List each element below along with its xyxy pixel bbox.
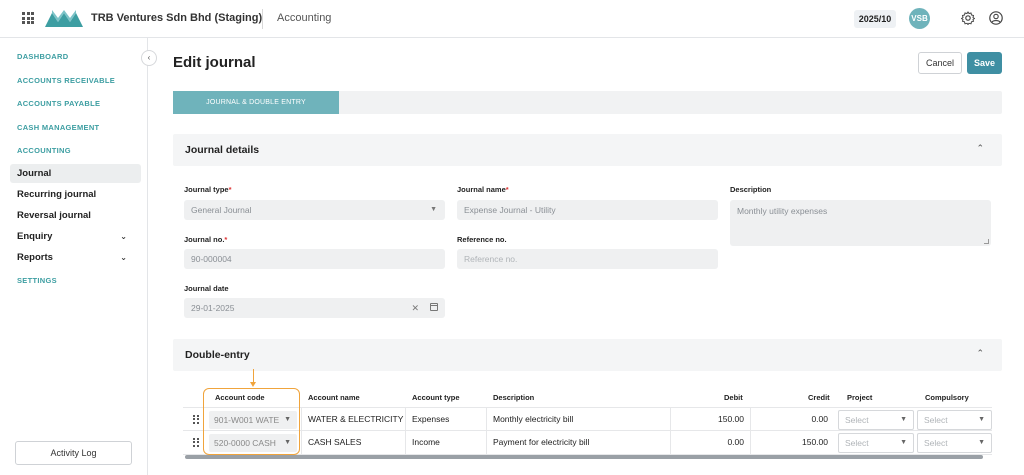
activity-log-button[interactable]: Activity Log (15, 441, 132, 465)
avatar[interactable]: VSB (909, 8, 930, 29)
project-select[interactable]: Select ▼ (838, 433, 914, 453)
sidebar (0, 38, 148, 475)
dropdown-arrow-icon: ▼ (900, 439, 907, 446)
header-divider (262, 9, 263, 29)
account-name-cell: WATER & ELECTRICITY (308, 414, 404, 424)
company-logo (45, 10, 83, 27)
sidebar-item-recurring-journal[interactable]: Recurring journal (10, 185, 141, 204)
sidebar-collapse-button[interactable]: ‹ (141, 50, 157, 66)
drag-handle-icon[interactable] (193, 415, 199, 424)
sidebar-item-label: Reports (17, 252, 53, 263)
table-row[interactable]: 520-0000 CASH ▼ CASH SALES Income Payment… (183, 431, 992, 455)
chevron-left-icon: ‹ (147, 53, 151, 62)
calendar-icon[interactable] (430, 303, 438, 311)
gear-icon[interactable] (961, 11, 975, 25)
sidebar-item-enquiry[interactable]: Enquiry ⌄ (10, 227, 141, 246)
account-code-select[interactable]: 520-0000 CASH ▼ (209, 434, 297, 452)
sidebar-section-cash-management[interactable]: CASH MANAGEMENT (17, 123, 100, 132)
sidebar-item-label: Recurring journal (17, 189, 97, 200)
journal-name-label: Journal name* (457, 185, 509, 194)
horizontal-scrollbar[interactable] (185, 455, 983, 459)
column-header-project: Project (847, 393, 873, 402)
dropdown-arrow-icon: ▼ (978, 439, 985, 446)
column-header-account-code: Account code (215, 393, 265, 402)
journal-no-label: Journal no.* (184, 235, 228, 244)
sidebar-item-label: Journal (17, 168, 52, 179)
dropdown-arrow-icon: ▼ (284, 439, 291, 446)
section-title: Journal details (185, 144, 260, 156)
column-header-description: Description (493, 393, 535, 402)
period-badge[interactable]: 2025/10 (854, 10, 896, 28)
credit-cell[interactable]: 0.00 (811, 414, 828, 424)
dropdown-arrow-icon: ▼ (284, 416, 291, 423)
dropdown-arrow-icon: ▼ (900, 416, 907, 423)
table-row[interactable]: 901-W001 WATE ▼ WATER & ELECTRICITY Expen… (183, 407, 992, 431)
chevron-down-icon: ⌄ (120, 232, 127, 241)
sidebar-section-dashboard[interactable]: DASHBOARD (17, 52, 69, 61)
compulsory-select[interactable]: Select ▼ (917, 433, 992, 453)
journal-details-header[interactable]: Journal details ⌃ (173, 134, 1002, 166)
journal-type-label: Journal type* (184, 185, 232, 194)
module-name: Accounting (277, 12, 332, 24)
journal-date-label: Journal date (184, 284, 229, 293)
clear-icon[interactable]: ✕ (411, 303, 419, 313)
chevron-down-icon: ⌄ (120, 253, 127, 262)
sidebar-item-label: Reversal journal (17, 210, 91, 221)
credit-cell[interactable]: 150.00 (802, 437, 828, 447)
journal-name-input[interactable]: Expense Journal - Utility (457, 200, 718, 220)
column-header-account-name: Account name (308, 393, 360, 402)
description-label: Description (730, 185, 772, 194)
sidebar-item-journal[interactable]: Journal (10, 164, 141, 183)
account-type-cell: Expenses (412, 414, 450, 424)
resize-handle-icon[interactable] (984, 239, 989, 244)
sidebar-item-label: Enquiry (17, 231, 53, 242)
sidebar-item-reports[interactable]: Reports ⌄ (10, 248, 141, 267)
double-entry-header[interactable]: Double-entry ⌃ (173, 339, 1002, 371)
account-type-cell: Income (412, 437, 440, 447)
top-bar: TRB Ventures Sdn Bhd (Staging) Accountin… (0, 0, 1024, 38)
journal-date-input[interactable]: 29-01-2025 ✕ (184, 298, 445, 318)
sidebar-section-settings[interactable]: SETTINGS (17, 276, 57, 285)
compulsory-select[interactable]: Select ▼ (917, 410, 992, 430)
description-textarea[interactable]: Monthly utility expenses (730, 200, 991, 246)
description-cell[interactable]: Monthly electricity bill (493, 414, 574, 424)
debit-cell[interactable]: 150.00 (718, 414, 744, 424)
column-header-account-type: Account type (412, 393, 460, 402)
chevron-up-icon[interactable]: ⌃ (976, 143, 984, 153)
annotation-arrow-head (250, 382, 256, 387)
chevron-up-icon[interactable]: ⌃ (976, 348, 984, 358)
journal-type-select[interactable]: General Journal ▼ (184, 200, 445, 220)
drag-handle-icon[interactable] (193, 438, 199, 447)
sidebar-section-accounting[interactable]: ACCOUNTING (17, 146, 71, 155)
debit-cell[interactable]: 0.00 (727, 437, 744, 447)
sidebar-item-reversal-journal[interactable]: Reversal journal (10, 206, 141, 225)
user-account-icon[interactable] (989, 11, 1003, 25)
app-grid-icon[interactable] (22, 12, 34, 24)
reference-no-label: Reference no. (457, 235, 507, 244)
tab-bar (173, 91, 1002, 114)
reference-no-input[interactable]: Reference no. (457, 249, 718, 269)
page-title: Edit journal (173, 54, 256, 71)
journal-no-input[interactable]: 90-000004 (184, 249, 445, 269)
sidebar-section-accounts-payable[interactable]: ACCOUNTS PAYABLE (17, 99, 101, 108)
cancel-button[interactable]: Cancel (918, 52, 962, 74)
tab-journal-double-entry[interactable]: JOURNAL & DOUBLE ENTRY (173, 91, 339, 114)
project-select[interactable]: Select ▼ (838, 410, 914, 430)
section-title: Double-entry (185, 349, 250, 361)
account-code-select[interactable]: 901-W001 WATE ▼ (209, 411, 297, 429)
column-header-debit: Debit (724, 393, 743, 402)
save-button[interactable]: Save (967, 52, 1002, 74)
annotation-arrow (253, 369, 254, 384)
sidebar-section-accounts-receivable[interactable]: ACCOUNTS RECEIVABLE (17, 76, 116, 85)
account-name-cell: CASH SALES (308, 437, 362, 447)
dropdown-arrow-icon: ▼ (430, 206, 437, 213)
column-header-credit: Credit (808, 393, 830, 402)
dropdown-arrow-icon: ▼ (978, 416, 985, 423)
company-name[interactable]: TRB Ventures Sdn Bhd (Staging) (91, 12, 263, 24)
column-header-compulsory: Compulsory (925, 393, 969, 402)
description-cell[interactable]: Payment for electricity bill (493, 437, 590, 447)
